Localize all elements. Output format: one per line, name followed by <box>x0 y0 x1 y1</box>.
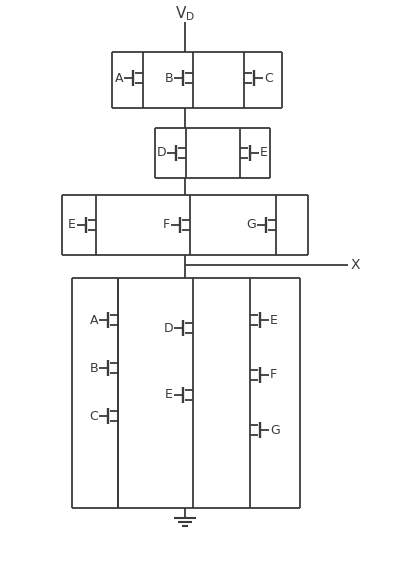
Text: E: E <box>165 389 173 402</box>
Text: C: C <box>89 410 98 423</box>
Text: B: B <box>89 362 98 375</box>
Text: E: E <box>68 218 76 231</box>
Text: G: G <box>270 423 280 437</box>
Text: E: E <box>260 147 268 160</box>
Text: C: C <box>264 72 273 85</box>
Text: B: B <box>164 72 173 85</box>
Text: A: A <box>90 313 98 326</box>
Text: E: E <box>270 313 278 326</box>
Text: F: F <box>270 369 277 382</box>
Text: X: X <box>351 258 361 272</box>
Text: D: D <box>156 147 166 160</box>
Text: $\mathrm{V_D}$: $\mathrm{V_D}$ <box>175 5 195 23</box>
Text: G: G <box>246 218 256 231</box>
Text: F: F <box>163 218 170 231</box>
Text: D: D <box>164 322 173 335</box>
Text: A: A <box>115 72 123 85</box>
